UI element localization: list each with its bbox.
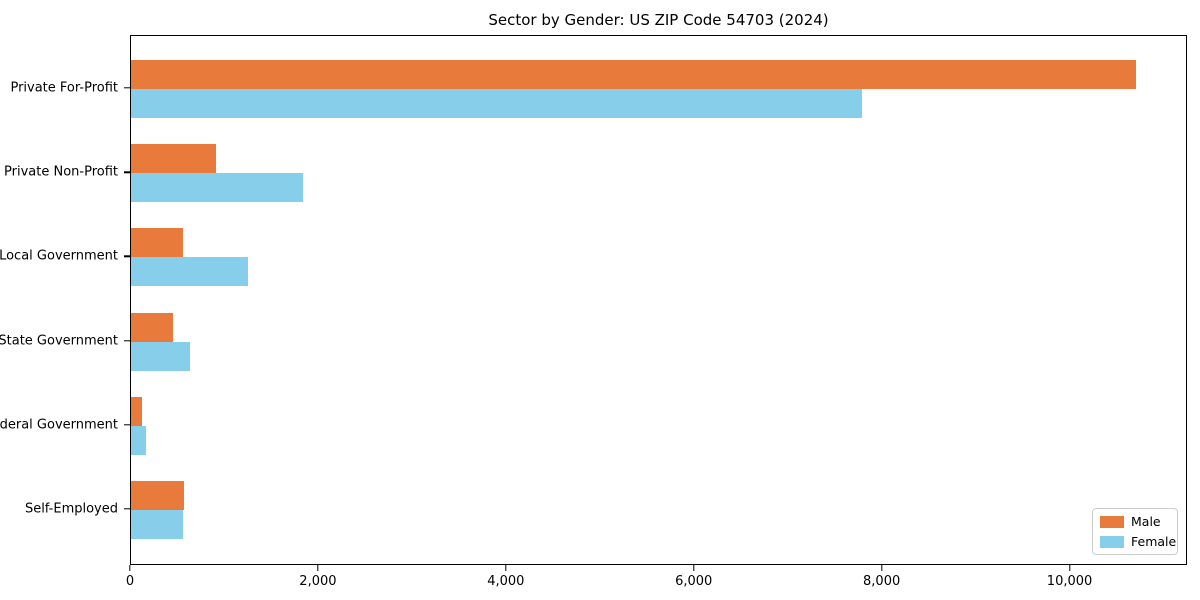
- bar-female-1: [131, 173, 303, 203]
- ytick-label: Federal Government: [0, 417, 118, 433]
- xtick-mark: [1068, 565, 1071, 571]
- male-swatch: [1100, 515, 1124, 528]
- bar-female-5: [131, 510, 183, 539]
- bar-female-0: [131, 89, 862, 118]
- ytick-mark: [124, 87, 130, 89]
- bar-female-3: [131, 341, 190, 371]
- xtick-mark: [693, 565, 695, 571]
- xtick-label: 10,000: [1046, 574, 1093, 589]
- legend-label-male: Male: [1131, 514, 1161, 529]
- xtick-label: 6,000: [675, 574, 713, 589]
- ytick-mark: [124, 171, 130, 173]
- bar-male-4: [131, 396, 142, 426]
- legend-entry-female: Female: [1100, 534, 1176, 549]
- plot-area: [130, 35, 1187, 565]
- legend-label-female: Female: [1131, 534, 1177, 549]
- ytick-mark: [124, 508, 130, 510]
- bar-male-2: [131, 228, 183, 258]
- xtick-label: 4,000: [487, 574, 525, 589]
- ytick-label: State Government: [0, 333, 118, 349]
- legend-entry-male: Male: [1100, 514, 1169, 529]
- ytick-label: Self-Employed: [24, 501, 118, 517]
- xtick-label: 0: [125, 574, 135, 589]
- xtick-label: 8,000: [863, 574, 901, 589]
- bar-female-4: [131, 425, 146, 455]
- xtick-mark: [129, 565, 131, 571]
- xtick-mark: [880, 565, 883, 571]
- xtick-mark: [505, 565, 507, 571]
- bar-male-5: [131, 481, 184, 510]
- bar-male-1: [131, 144, 216, 174]
- xtick-label: 2,000: [299, 574, 337, 589]
- ytick-label: Private For-Profit: [10, 80, 118, 96]
- ytick-label: Private Non-Profit: [4, 164, 118, 180]
- ytick-mark: [124, 424, 130, 426]
- bar-male-0: [131, 60, 1136, 89]
- xtick-mark: [317, 565, 319, 571]
- bar-male-3: [131, 312, 173, 342]
- female-swatch: [1100, 535, 1124, 548]
- legend: Male Female: [1092, 508, 1178, 555]
- ytick-mark: [124, 339, 130, 342]
- bar-female-2: [131, 257, 248, 287]
- chart-title: Sector by Gender: US ZIP Code 54703 (202…: [488, 11, 829, 29]
- ytick-mark: [124, 255, 130, 258]
- ytick-label: Local Government: [0, 248, 118, 264]
